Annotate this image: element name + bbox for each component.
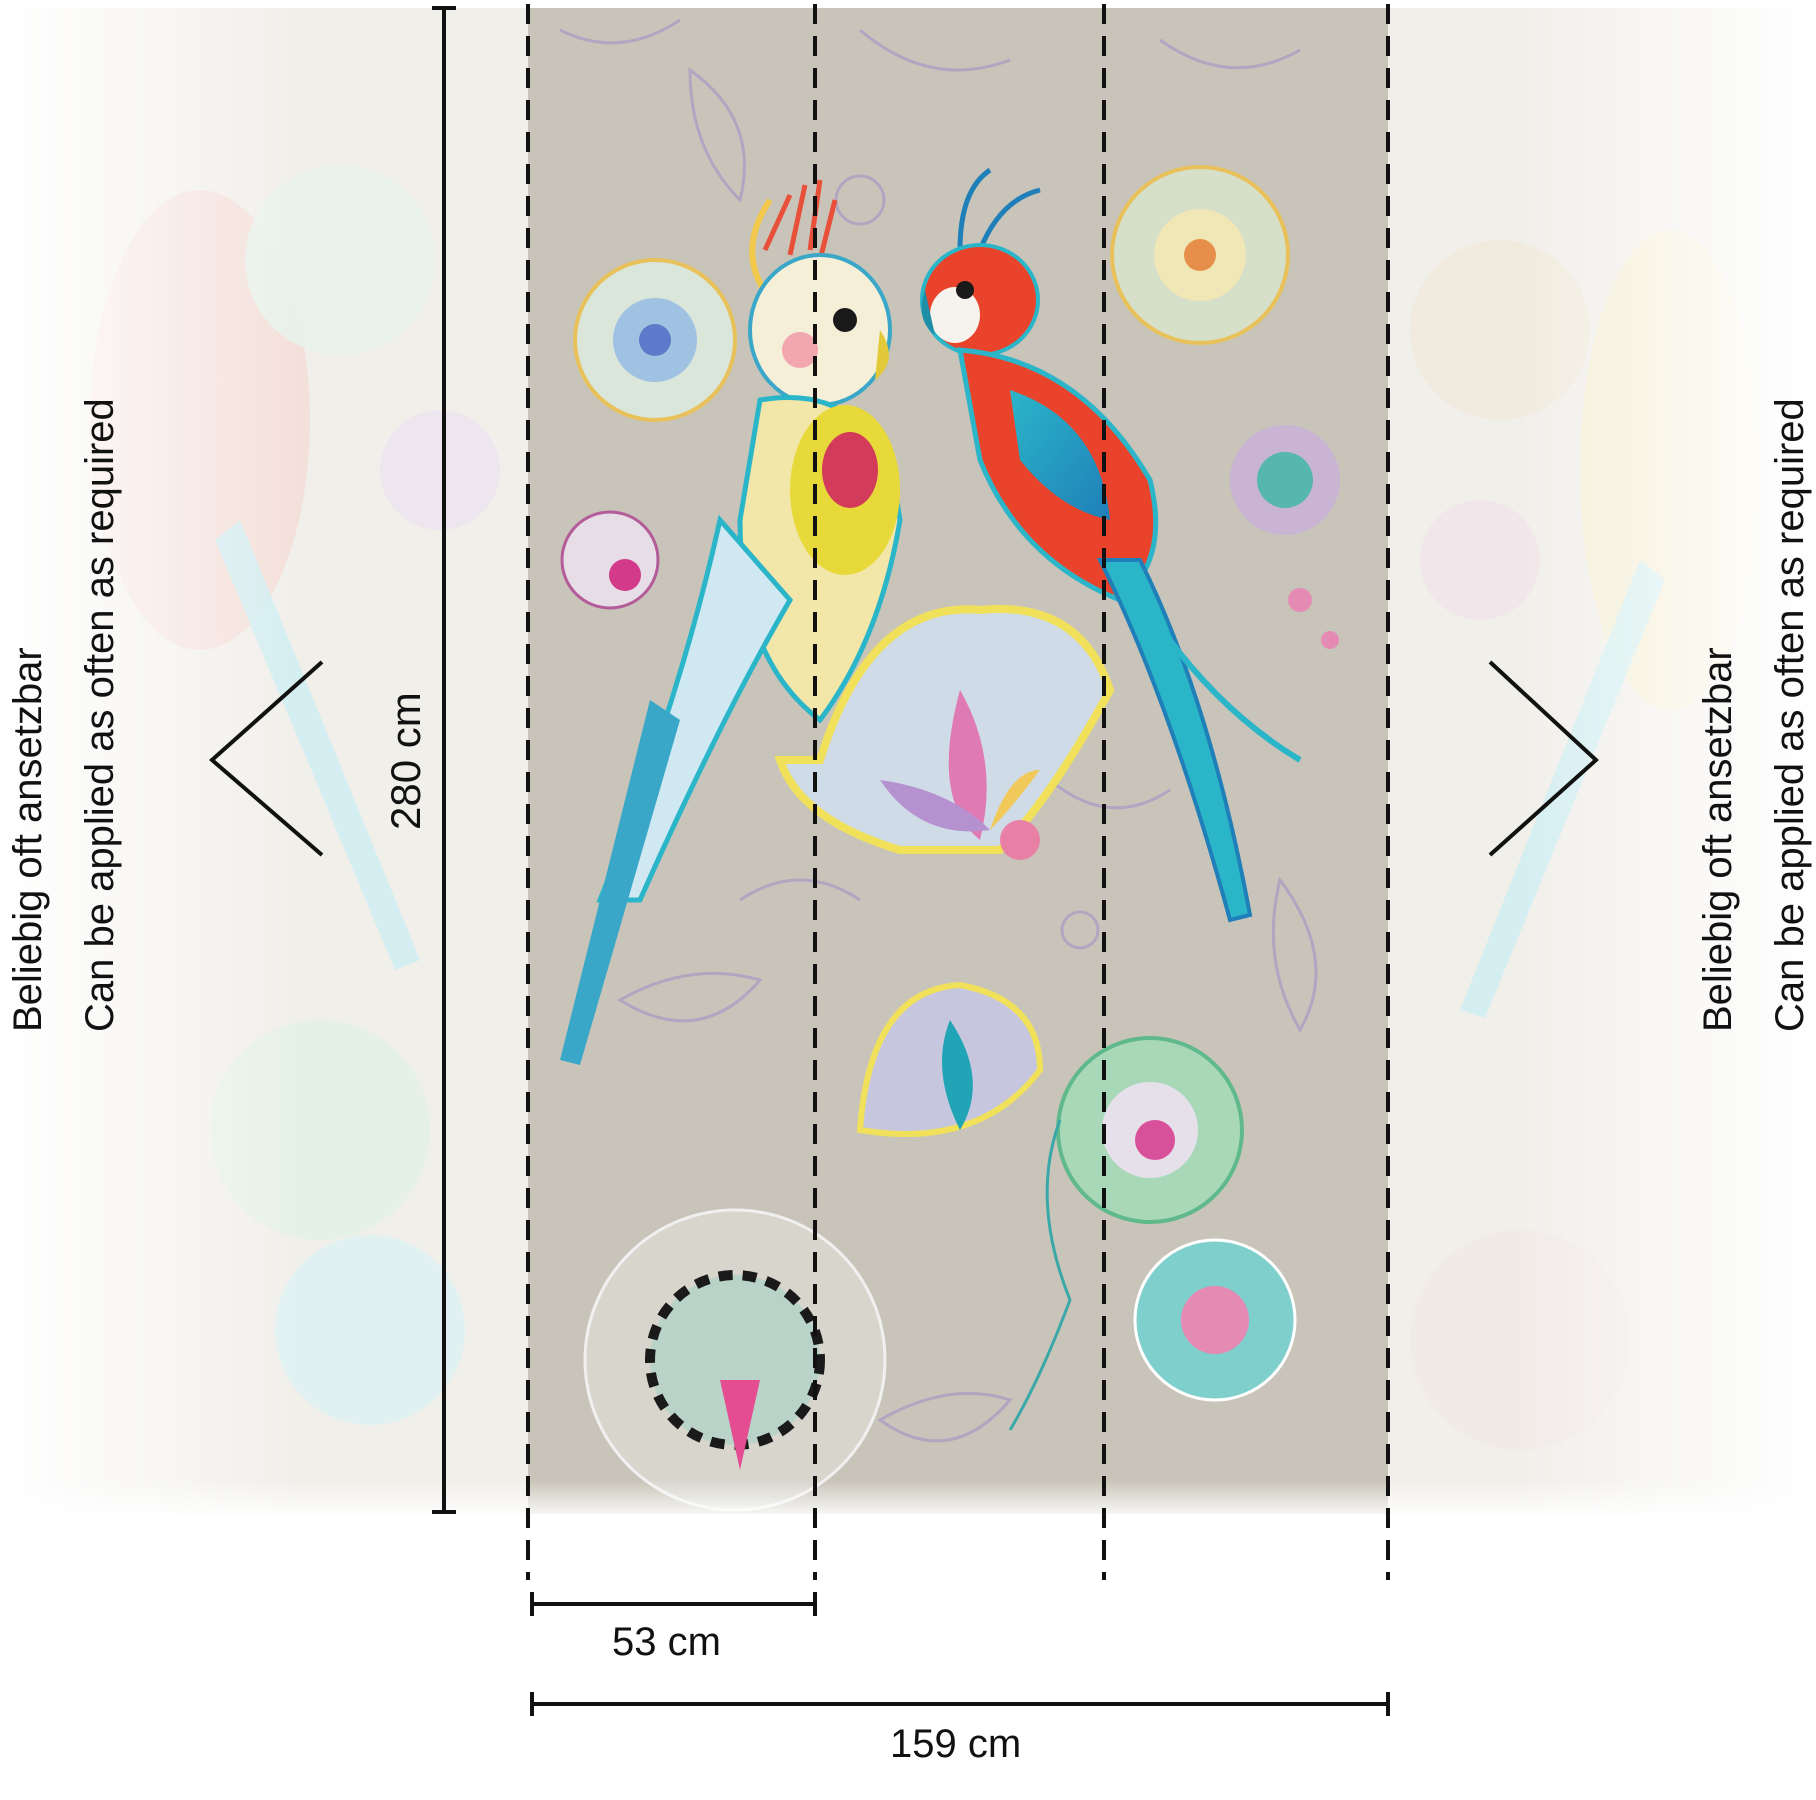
repeat-note-right-en: Can be applied as often as required xyxy=(1768,398,1812,1032)
flower-mid-left-fan xyxy=(856,981,1044,1137)
flower-top-right xyxy=(1110,165,1290,345)
flower-center xyxy=(774,605,1115,860)
repeat-note-left-en: Can be applied as often as required xyxy=(78,398,122,1032)
total-width-dimension xyxy=(530,1692,1390,1716)
chevron-left-icon xyxy=(208,660,324,857)
flower-right-small xyxy=(1230,425,1340,535)
repeat-note-right-de: Beliebig oft ansetzbar xyxy=(1696,647,1740,1032)
repeat-note-left: Beliebig oft ansetzbar Can be applied as… xyxy=(6,398,122,1032)
faded-repeat-left xyxy=(0,8,528,1514)
parrot-left-illustration xyxy=(560,179,903,1065)
flower-mid-right xyxy=(1056,1036,1244,1224)
panel-width-dimension xyxy=(530,1592,817,1616)
repeat-note-right: Beliebig oft ansetzbar Can be applied as… xyxy=(1696,398,1812,1032)
repeat-note-left-de: Beliebig oft ansetzbar xyxy=(6,647,50,1032)
height-label: 280 cm xyxy=(382,692,429,830)
chevron-right-icon xyxy=(1488,660,1599,857)
faded-repeat-right xyxy=(1386,8,1816,1514)
panel-width-label: 53 cm xyxy=(612,1620,721,1664)
flower-bottom-right xyxy=(1133,1238,1297,1402)
flower-stem xyxy=(1008,1119,1072,1431)
mural-artwork xyxy=(0,8,1816,1520)
height-dimension xyxy=(432,6,456,1514)
flower-top-left xyxy=(573,258,737,422)
flower-bottom-left xyxy=(583,1208,887,1512)
panel-seams xyxy=(526,4,1390,1580)
flower-left-small xyxy=(560,510,660,610)
total-width-label: 159 cm xyxy=(890,1722,1022,1766)
parrot-right-illustration xyxy=(920,167,1339,923)
